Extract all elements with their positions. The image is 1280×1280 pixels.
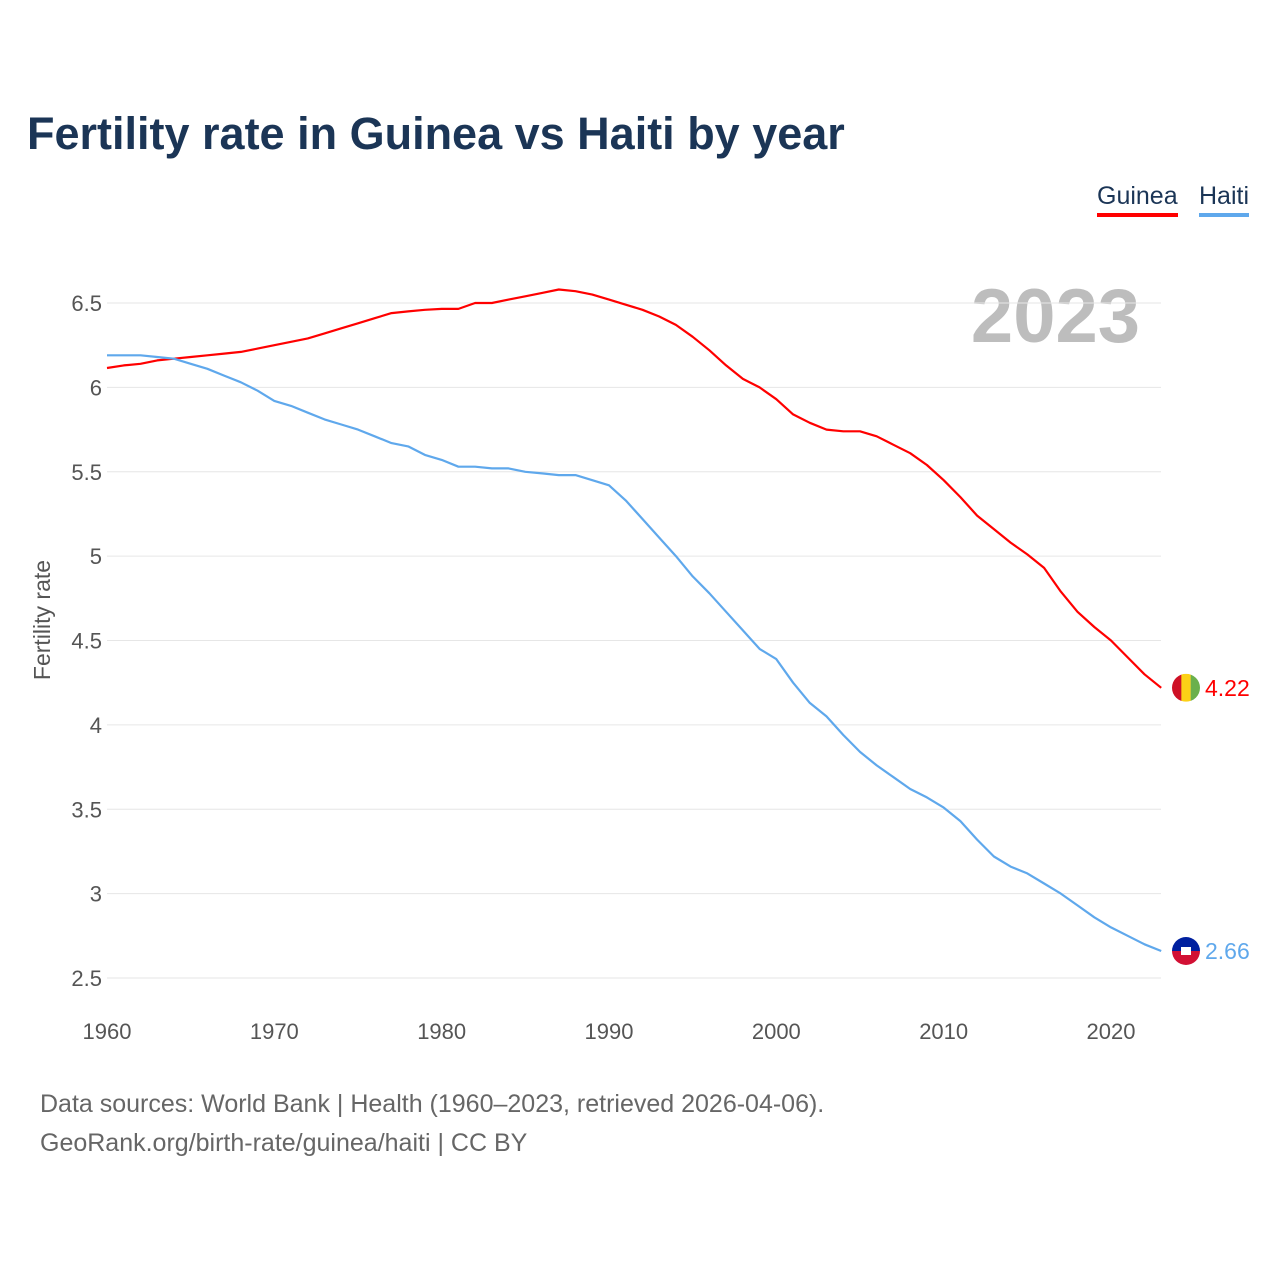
footer: Data sources: World Bank | Health (1960–… (40, 1085, 824, 1163)
x-tick-label: 1960 (83, 1019, 132, 1044)
y-tick-label: 3.5 (71, 797, 102, 822)
flag-haiti-icon (1172, 937, 1200, 965)
end-value-label-haiti: 2.66 (1205, 938, 1250, 964)
x-tick-label: 1970 (250, 1019, 299, 1044)
y-tick-label: 2.5 (71, 966, 102, 991)
y-axis-label: Fertility rate (29, 560, 55, 680)
x-tick-label: 2010 (919, 1019, 968, 1044)
flag-stripe (1172, 937, 1200, 951)
flag-stripe (1172, 951, 1200, 965)
y-tick-label: 3 (90, 882, 102, 907)
chart-title: Fertility rate in Guinea vs Haiti by yea… (27, 108, 845, 159)
x-tick-label: 2000 (752, 1019, 801, 1044)
end-value-label-guinea: 4.22 (1205, 675, 1250, 701)
x-tick-label: 1980 (417, 1019, 466, 1044)
x-tick-label: 1990 (585, 1019, 634, 1044)
y-tick-label: 6 (90, 375, 102, 400)
series-line-guinea (106, 288, 1162, 689)
series-line-haiti (107, 354, 1162, 953)
y-tick-label: 5 (90, 544, 102, 569)
flag-guinea-icon (1172, 673, 1200, 702)
legend-item-guinea[interactable]: Guinea (1097, 182, 1178, 217)
footer-sources: Data sources: World Bank | Health (1960–… (40, 1090, 825, 1118)
footer-url[interactable]: GeoRank.org/birth-rate/guinea/haiti | CC… (40, 1129, 528, 1157)
flag-emblem (1181, 947, 1191, 955)
y-tick-label: 4 (90, 713, 102, 738)
flag-body (1172, 673, 1200, 702)
year-watermark: 2023 (971, 274, 1140, 359)
flag-stripe (1181, 673, 1191, 702)
flag-body (1172, 937, 1200, 965)
y-tick-label: 6.5 (71, 291, 102, 316)
legend-item-haiti[interactable]: Haiti (1199, 182, 1250, 217)
x-tick-label: 2020 (1087, 1019, 1136, 1044)
flag-stripe (1190, 673, 1200, 702)
y-tick-label: 4.5 (71, 629, 102, 654)
flag-stripe (1172, 673, 1182, 702)
y-tick-label: 5.5 (71, 460, 102, 485)
